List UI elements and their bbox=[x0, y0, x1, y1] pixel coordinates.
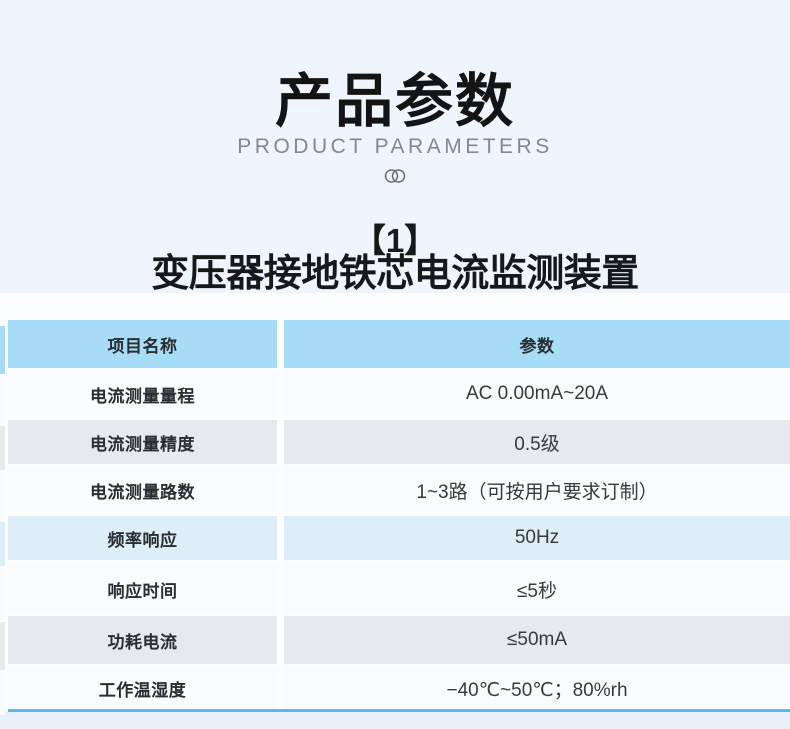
row-value-cell: 50Hz bbox=[284, 516, 790, 560]
row-accent-strip bbox=[0, 378, 5, 422]
parameters-table: 项目名称 参数 电流测量量程 AC 0.00mA~20A 电流测量精度 0.5级… bbox=[0, 293, 790, 729]
row-accent-strip bbox=[0, 522, 5, 566]
table-row: 电流测量精度 0.5级 bbox=[0, 420, 790, 470]
overlapping-circles-icon bbox=[0, 168, 790, 184]
row-value-cell: ≤50mA bbox=[284, 616, 790, 664]
table-header-row: 项目名称 参数 bbox=[0, 320, 790, 374]
row-label-cell: 工作温湿度 bbox=[8, 668, 277, 709]
footer-strip bbox=[0, 712, 790, 729]
header-item-cell: 项目名称 bbox=[8, 320, 277, 368]
row-accent-strip bbox=[0, 674, 5, 715]
hero-section: 产品参数 PRODUCT PARAMETERS 【1】 变压器接地铁芯电流监测装… bbox=[0, 0, 790, 293]
table-row: 响应时间 ≤5秒 bbox=[0, 564, 790, 620]
page-subtitle: PRODUCT PARAMETERS bbox=[237, 135, 553, 158]
row-accent-strip bbox=[0, 426, 5, 470]
row-accent-strip bbox=[0, 326, 5, 374]
table-row: 电流测量量程 AC 0.00mA~20A bbox=[0, 372, 790, 422]
row-value-cell: ≤5秒 bbox=[284, 564, 790, 614]
row-label-cell: 电流测量路数 bbox=[8, 468, 277, 512]
row-accent-strip bbox=[0, 622, 5, 670]
table-row: 工作温湿度 −40℃~50℃；80%rh bbox=[0, 668, 790, 715]
row-accent-strip bbox=[0, 474, 5, 518]
bottom-divider bbox=[8, 709, 790, 712]
page-title: 产品参数 bbox=[274, 69, 515, 134]
row-accent-strip bbox=[0, 570, 5, 620]
row-label-cell: 响应时间 bbox=[8, 564, 277, 614]
header-param-cell: 参数 bbox=[284, 320, 790, 368]
row-value-cell: 0.5级 bbox=[284, 420, 790, 464]
table-row: 电流测量路数 1~3路（可按用户要求订制） bbox=[0, 468, 790, 518]
table-row: 功耗电流 ≤50mA bbox=[0, 616, 790, 670]
row-value-cell: AC 0.00mA~20A bbox=[284, 372, 790, 416]
row-label-cell: 功耗电流 bbox=[8, 616, 277, 664]
row-label-cell: 电流测量量程 bbox=[8, 372, 277, 416]
row-value-cell: 1~3路（可按用户要求订制） bbox=[284, 468, 790, 512]
table-row: 频率响应 50Hz bbox=[0, 516, 790, 566]
row-value-cell: −40℃~50℃；80%rh bbox=[284, 668, 790, 709]
section-index: 【1】 bbox=[352, 222, 438, 259]
row-label-cell: 频率响应 bbox=[8, 516, 277, 560]
product-name-heading: 变压器接地铁芯电流监测装置 bbox=[151, 253, 639, 292]
row-label-cell: 电流测量精度 bbox=[8, 420, 277, 464]
